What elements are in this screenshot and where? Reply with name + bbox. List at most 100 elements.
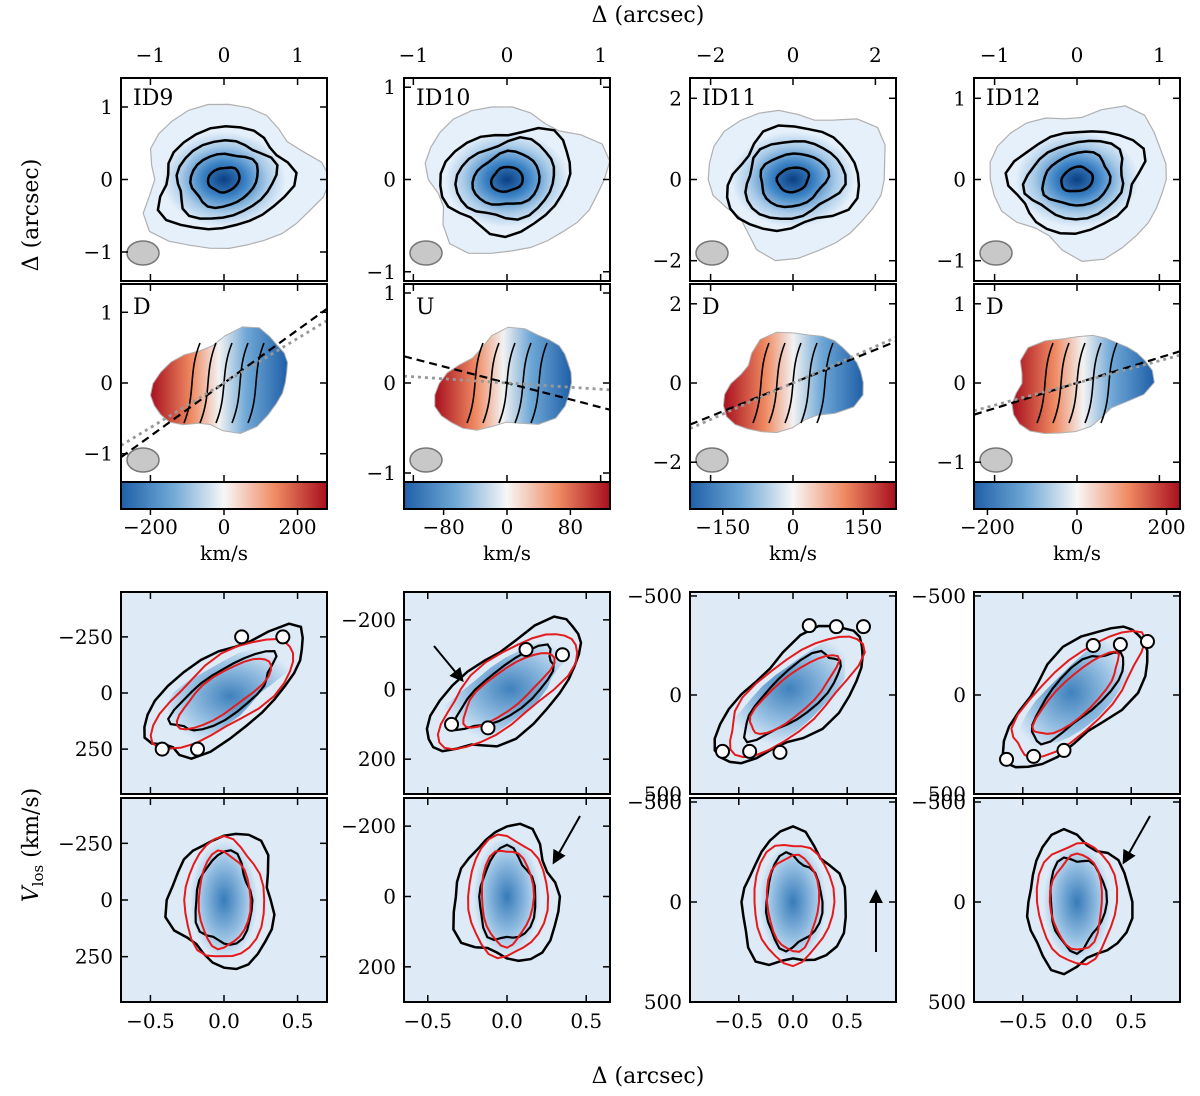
pv-ytick-label: 200 (358, 747, 396, 771)
map-ytick-label: 0 (383, 168, 396, 192)
flux-emission (731, 131, 855, 228)
flux-contour (189, 152, 259, 210)
colorbar-tick-label: 0 (1071, 515, 1084, 539)
feature-arrow (433, 645, 464, 683)
pv-major-axis: −500 0 500 (627, 584, 897, 806)
pv-ytick-label: 250 (75, 945, 113, 969)
pv-emission (190, 840, 258, 960)
flux-content (979, 105, 1167, 266)
velocity-isocontour (530, 342, 548, 424)
top-tick-label: 0 (501, 43, 514, 67)
flux-contour (206, 166, 241, 194)
pv-model-contour (753, 843, 836, 968)
pv-ylabel-v: V (19, 884, 44, 902)
pv-ytick-label: −200 (341, 608, 396, 632)
pv-ytick-label: 0 (669, 683, 682, 707)
top-tick-label: 1 (1153, 43, 1166, 67)
colorbar-unit-label: km/s (769, 541, 817, 565)
kinematic-class-label: D (702, 295, 720, 320)
pv-model-contour (462, 652, 556, 729)
pv-ytick-label: 500 (644, 990, 682, 1014)
top-tick-label: 0 (1071, 43, 1084, 67)
pv-minor-axis: −500 0 500 −0.5 0.0 0.5 (911, 790, 1181, 1033)
map-ytick-label: 0 (953, 168, 966, 192)
colorbar-unit-label: km/s (483, 541, 531, 565)
pv-model-contour (149, 637, 295, 750)
top-tick-label: 1 (291, 43, 304, 67)
rotation-curve-point (1112, 636, 1128, 652)
rotation-curve-point (518, 641, 534, 657)
pv-ytick-label: 0 (100, 888, 113, 912)
velocity-isocontour (816, 342, 834, 424)
map-ytick-label: −1 (84, 240, 113, 264)
rotation-curve-point (275, 629, 291, 645)
pv-model-contour (436, 633, 579, 751)
kinematic-class-label: U (416, 295, 435, 320)
feature-arrow (1122, 815, 1151, 865)
flux-content (126, 103, 327, 266)
colorbar-tick-label: −150 (695, 515, 750, 539)
pv-content (1025, 815, 1151, 976)
rotation-curve-point (1085, 637, 1101, 653)
top-tick-label: 0 (787, 43, 800, 67)
pv-emission (473, 836, 541, 957)
colorbar-tick-label: 80 (558, 515, 583, 539)
pv-ytick-label: 0 (669, 890, 682, 914)
rotation-curve-point (772, 744, 788, 760)
pv-ytick-label: 500 (644, 782, 682, 806)
pv-content (713, 618, 871, 765)
colorbar-tick-label: 0 (787, 515, 800, 539)
colorbar-gradient (689, 481, 897, 510)
colorbar-gradient (973, 481, 1181, 510)
pv-ylabel-unit: (km/s) (19, 788, 44, 865)
galaxy-id-label: ID10 (416, 86, 470, 111)
beam-ellipse (979, 240, 1013, 266)
galaxy-id-label: ID12 (986, 86, 1040, 111)
pv-data-contour (452, 822, 562, 963)
rotation-curve-point (480, 720, 496, 736)
pv-emission (1006, 627, 1136, 759)
map-ytick-label: 0 (953, 371, 966, 395)
map-ytick-label: −1 (937, 249, 966, 273)
map-ytick-label: 1 (953, 86, 966, 110)
flux-contour (1041, 150, 1112, 207)
feature-arrow (552, 815, 581, 865)
pv-emission (719, 629, 860, 748)
rotation-curve-point (828, 619, 844, 635)
pv-major-axis: −200 0 200 (341, 591, 611, 795)
pv-minor-axis: −500 0 500 −0.5 0.0 0.5 (627, 790, 897, 1033)
pv-xtick-label: 0.5 (282, 1009, 314, 1033)
map-ytick-label: 1 (100, 95, 113, 119)
map-ytick-label: 2 (669, 86, 682, 110)
pa-kinematic-dashed (404, 355, 610, 411)
colorbar: −200 0 200 km/s (960, 481, 1186, 565)
colorbar-gradient (403, 481, 611, 510)
flux-contour (175, 139, 279, 220)
flux-contour (744, 140, 847, 220)
rotation-curve-point (190, 741, 206, 757)
kinematic-class-label: D (986, 295, 1004, 320)
flux-content (409, 106, 610, 266)
pv-data-contour (194, 849, 254, 946)
bottom-xlabel: Δ (arcsec) (592, 1064, 705, 1089)
pv-emission (160, 644, 302, 748)
beam-ellipse (409, 447, 443, 473)
top-tick-label: −1 (980, 43, 1009, 67)
flux-contour (725, 124, 861, 233)
flux-map: ID9 −1 −1 0 0 1 1 (84, 43, 328, 282)
flux-map: ID10 −1 −1 0 0 1 1 (367, 43, 611, 284)
pv-xtick-label: −0.5 (403, 1009, 452, 1033)
velocity-isocontour (768, 342, 786, 424)
pa-kinematic-dashed (121, 307, 327, 459)
flux-map: ID12 −1 −1 0 0 1 1 (937, 43, 1181, 282)
galaxy-id-label: ID11 (702, 86, 756, 111)
pv-ytick-label: −200 (341, 814, 396, 838)
pv-xtick-label: 0.0 (1061, 1009, 1093, 1033)
pv-ytick-label: 0 (953, 683, 966, 707)
beam-ellipse (126, 240, 160, 266)
velocity-isocontour (1052, 342, 1070, 424)
velocity-map: D −2 0 2 (653, 283, 897, 483)
pv-xtick-label: 0.0 (491, 1009, 523, 1033)
beam-ellipse (409, 240, 443, 266)
